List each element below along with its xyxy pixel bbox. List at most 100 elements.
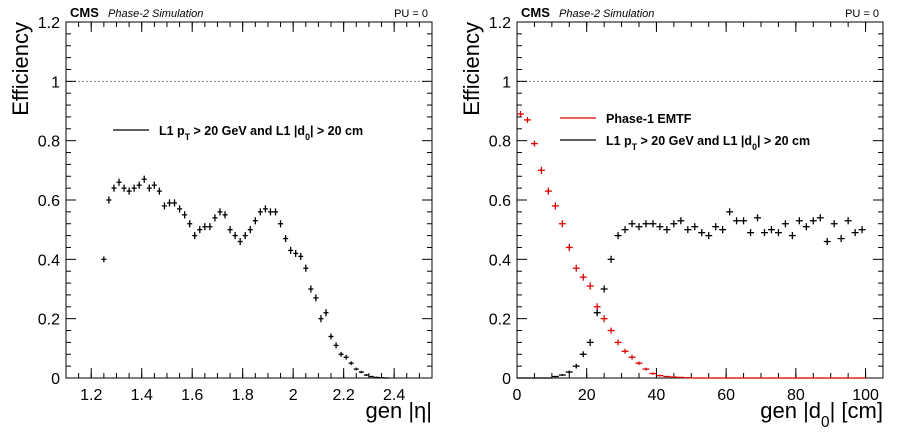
data-point — [343, 354, 349, 360]
data-point — [151, 181, 157, 189]
plot-frame — [516, 21, 884, 379]
data-point — [272, 208, 279, 216]
data-point — [656, 374, 664, 377]
data-point — [747, 229, 755, 237]
data-point — [726, 208, 734, 216]
data-point — [141, 175, 147, 183]
data-point — [232, 232, 238, 240]
data-point — [551, 202, 559, 210]
data-point — [572, 363, 580, 369]
data-point — [719, 226, 727, 234]
data-point — [754, 214, 761, 222]
data-point — [313, 294, 319, 302]
data-point — [837, 235, 845, 243]
data-point — [635, 361, 643, 365]
data-point — [781, 220, 789, 228]
y-tick-label: 0.6 — [38, 193, 60, 210]
data-point — [614, 339, 622, 346]
data-point — [670, 220, 678, 228]
data-point — [809, 217, 817, 225]
data-point — [353, 367, 359, 371]
data-point — [705, 232, 713, 240]
legend-label: L1 pT​ > 20 GeV and L1 |d0​| > 20 cm — [159, 124, 363, 142]
data-point — [858, 226, 866, 234]
data-point — [368, 375, 374, 378]
data-point — [663, 226, 671, 234]
data-point — [293, 249, 299, 257]
data-point — [586, 338, 594, 346]
data-point — [670, 376, 678, 378]
y-axis-title: Efficiency — [459, 22, 484, 116]
data-point — [202, 223, 208, 231]
data-point — [740, 217, 748, 225]
data-point — [774, 229, 782, 237]
y-tick-label: 0 — [502, 371, 511, 388]
data-point — [333, 342, 339, 349]
data-point — [712, 223, 720, 231]
status-label: Phase-2 Simulation — [108, 8, 203, 20]
series-2 — [517, 208, 866, 379]
data-point — [106, 196, 112, 204]
data-point — [551, 375, 559, 378]
data-point — [565, 370, 573, 374]
data-point — [308, 285, 314, 293]
data-point — [146, 184, 152, 192]
data-point — [642, 367, 650, 371]
data-point — [116, 178, 122, 186]
data-point — [788, 232, 796, 240]
x-tick-label: 60 — [717, 387, 735, 404]
x-tick-label: 80 — [787, 387, 805, 404]
data-point — [677, 217, 685, 225]
data-point — [172, 199, 178, 207]
data-point — [802, 223, 810, 231]
data-point — [579, 273, 587, 281]
data-point — [101, 256, 107, 263]
data-point — [131, 184, 137, 192]
data-point — [621, 226, 629, 234]
data-point — [572, 264, 580, 272]
y-tick-label: 1.2 — [489, 15, 511, 32]
data-point — [262, 205, 268, 213]
data-point — [328, 333, 334, 340]
x-tick-label: 1.6 — [181, 387, 203, 404]
legend-label: Phase-1 EMTF — [606, 112, 692, 126]
data-point — [242, 232, 248, 240]
experiment-label: CMS — [521, 5, 550, 20]
data-point — [318, 315, 324, 323]
x-tick-label: 1.4 — [131, 387, 153, 404]
data-point — [247, 226, 253, 234]
series-1 — [101, 175, 390, 379]
data-point — [823, 237, 831, 246]
y-tick-label: 1 — [51, 74, 60, 91]
data-point — [607, 255, 615, 263]
data-point — [851, 229, 859, 237]
data-point — [136, 181, 142, 189]
data-point — [338, 351, 344, 357]
status-label: Phase-2 Simulation — [559, 8, 654, 20]
data-point — [593, 309, 601, 317]
data-point — [537, 166, 545, 174]
data-point — [323, 309, 329, 317]
x-tick-label: 2 — [289, 387, 298, 404]
data-point — [217, 208, 223, 216]
data-point — [691, 223, 699, 231]
data-point — [303, 264, 309, 272]
data-point — [586, 282, 594, 290]
data-point — [363, 374, 369, 376]
y-axis-title: Efficiency — [8, 22, 33, 116]
x-axis-title: gen |η| — [366, 398, 432, 423]
x-tick-label: 2.2 — [333, 387, 355, 404]
y-tick-label: 1.2 — [38, 15, 60, 32]
data-point — [649, 220, 657, 228]
data-point — [544, 187, 552, 195]
data-point — [227, 226, 233, 234]
y-tick-label: 0.4 — [489, 252, 511, 269]
x-tick-label: 1.8 — [232, 387, 254, 404]
data-point — [212, 214, 218, 222]
chart-panel-2: 0 0.2 0.4 0.6 0.8 1 1.2 0 20 40 60 80 100 Efficiency g… — [459, 5, 884, 431]
data-point — [187, 220, 193, 228]
data-point — [348, 361, 354, 365]
data-point — [649, 372, 657, 375]
x-tick-label: 1.2 — [80, 387, 102, 404]
data-point — [197, 226, 203, 234]
